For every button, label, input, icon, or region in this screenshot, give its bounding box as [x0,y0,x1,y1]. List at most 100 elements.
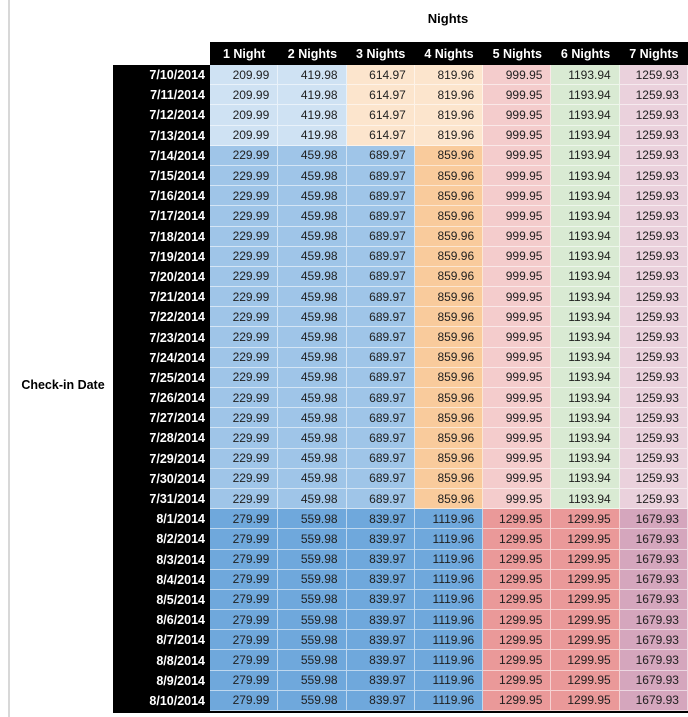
price-cell[interactable]: 559.98 [278,670,347,691]
price-cell[interactable]: 1259.93 [619,408,688,429]
price-cell[interactable]: 999.95 [483,65,552,86]
price-cell[interactable]: 1259.93 [619,246,688,267]
price-cell[interactable]: 279.99 [210,630,279,651]
price-cell[interactable]: 999.95 [483,367,552,388]
price-cell[interactable]: 1119.96 [414,549,484,570]
price-cell[interactable]: 459.98 [278,226,347,247]
row-header-date[interactable]: 7/21/2014 [113,287,210,308]
price-cell[interactable]: 689.97 [346,408,415,429]
price-cell[interactable]: 859.96 [414,226,484,247]
price-cell[interactable]: 1679.93 [619,610,688,631]
price-cell[interactable]: 1259.93 [619,488,688,510]
price-cell[interactable]: 689.97 [346,347,415,368]
price-cell[interactable]: 1193.94 [551,145,620,166]
price-cell[interactable]: 1259.93 [619,186,688,207]
price-cell[interactable]: 1299.95 [483,549,552,570]
price-cell[interactable]: 999.95 [483,186,552,207]
price-cell[interactable]: 229.99 [210,367,279,388]
row-header-date[interactable]: 7/17/2014 [113,206,210,227]
price-cell[interactable]: 1259.93 [619,145,688,166]
price-cell[interactable]: 459.98 [278,186,347,207]
price-cell[interactable]: 689.97 [346,468,415,489]
row-header-date[interactable]: 8/1/2014 [113,509,210,530]
row-header-date[interactable]: 7/11/2014 [113,85,210,106]
price-cell[interactable]: 1119.96 [414,589,484,611]
price-cell[interactable]: 689.97 [346,145,415,166]
price-cell[interactable]: 839.97 [346,630,415,651]
row-header-date[interactable]: 8/7/2014 [113,630,210,651]
price-cell[interactable]: 459.98 [278,367,347,388]
price-cell[interactable]: 1679.93 [619,589,688,611]
price-cell[interactable]: 1299.95 [551,670,620,691]
price-cell[interactable]: 689.97 [346,367,415,388]
price-cell[interactable]: 1119.96 [414,509,484,530]
row-header-date[interactable]: 7/25/2014 [113,367,210,388]
price-cell[interactable]: 229.99 [210,307,279,328]
price-cell[interactable]: 279.99 [210,650,279,671]
price-cell[interactable]: 1679.93 [619,549,688,570]
price-cell[interactable]: 209.99 [210,105,279,126]
price-cell[interactable]: 1259.93 [619,388,688,409]
price-cell[interactable]: 1259.93 [619,307,688,328]
price-cell[interactable]: 229.99 [210,448,279,469]
price-cell[interactable]: 1193.94 [551,186,620,207]
price-cell[interactable]: 1193.94 [551,347,620,368]
price-cell[interactable]: 689.97 [346,428,415,449]
price-cell[interactable]: 1193.94 [551,367,620,388]
row-header-date[interactable]: 7/15/2014 [113,165,210,187]
price-cell[interactable]: 559.98 [278,690,347,711]
price-cell[interactable]: 999.95 [483,408,552,429]
price-cell[interactable]: 689.97 [346,388,415,409]
price-cell[interactable]: 999.95 [483,125,552,146]
price-cell[interactable]: 1193.94 [551,448,620,469]
price-cell[interactable]: 614.97 [346,125,415,146]
price-cell[interactable]: 229.99 [210,165,279,187]
price-cell[interactable]: 689.97 [346,206,415,227]
price-cell[interactable]: 229.99 [210,488,279,510]
price-cell[interactable]: 859.96 [414,367,484,388]
price-cell[interactable]: 459.98 [278,428,347,449]
price-cell[interactable]: 1259.93 [619,347,688,368]
column-header-2-nights[interactable]: 2 Nights [278,42,347,65]
row-header-date[interactable]: 8/5/2014 [113,589,210,611]
price-cell[interactable]: 1193.94 [551,266,620,288]
price-cell[interactable]: 859.96 [414,287,484,308]
price-cell[interactable]: 1259.93 [619,105,688,126]
price-cell[interactable]: 819.96 [414,85,484,106]
column-header-6-nights[interactable]: 6 Nights [551,42,620,65]
row-header-date[interactable]: 7/28/2014 [113,428,210,449]
price-cell[interactable]: 229.99 [210,287,279,308]
price-cell[interactable]: 614.97 [346,65,415,86]
price-cell[interactable]: 1299.95 [483,630,552,651]
price-cell[interactable]: 1299.95 [483,569,552,590]
price-cell[interactable]: 859.96 [414,408,484,429]
price-cell[interactable]: 1259.93 [619,65,688,86]
price-cell[interactable]: 459.98 [278,307,347,328]
price-cell[interactable]: 559.98 [278,509,347,530]
price-cell[interactable]: 1193.94 [551,65,620,86]
price-cell[interactable]: 1299.95 [483,509,552,530]
price-cell[interactable]: 1299.95 [551,630,620,651]
price-cell[interactable]: 1259.93 [619,165,688,187]
price-cell[interactable]: 859.96 [414,488,484,510]
column-header-4-nights[interactable]: 4 Nights [414,42,484,65]
price-cell[interactable]: 689.97 [346,287,415,308]
price-cell[interactable]: 1299.95 [551,650,620,671]
price-cell[interactable]: 1259.93 [619,287,688,308]
price-cell[interactable]: 1119.96 [414,630,484,651]
price-cell[interactable]: 819.96 [414,125,484,146]
price-cell[interactable]: 1259.93 [619,367,688,388]
price-cell[interactable]: 559.98 [278,650,347,671]
price-cell[interactable]: 229.99 [210,186,279,207]
price-cell[interactable]: 1299.95 [551,589,620,611]
row-header-date[interactable]: 7/20/2014 [113,266,210,288]
price-cell[interactable]: 1679.93 [619,670,688,691]
price-cell[interactable]: 1299.95 [483,670,552,691]
price-cell[interactable]: 859.96 [414,206,484,227]
price-cell[interactable]: 1299.95 [483,589,552,611]
row-header-date[interactable]: 7/10/2014 [113,65,210,86]
price-cell[interactable]: 1259.93 [619,206,688,227]
price-cell[interactable]: 999.95 [483,327,552,348]
price-cell[interactable]: 689.97 [346,448,415,469]
price-cell[interactable]: 1193.94 [551,85,620,106]
